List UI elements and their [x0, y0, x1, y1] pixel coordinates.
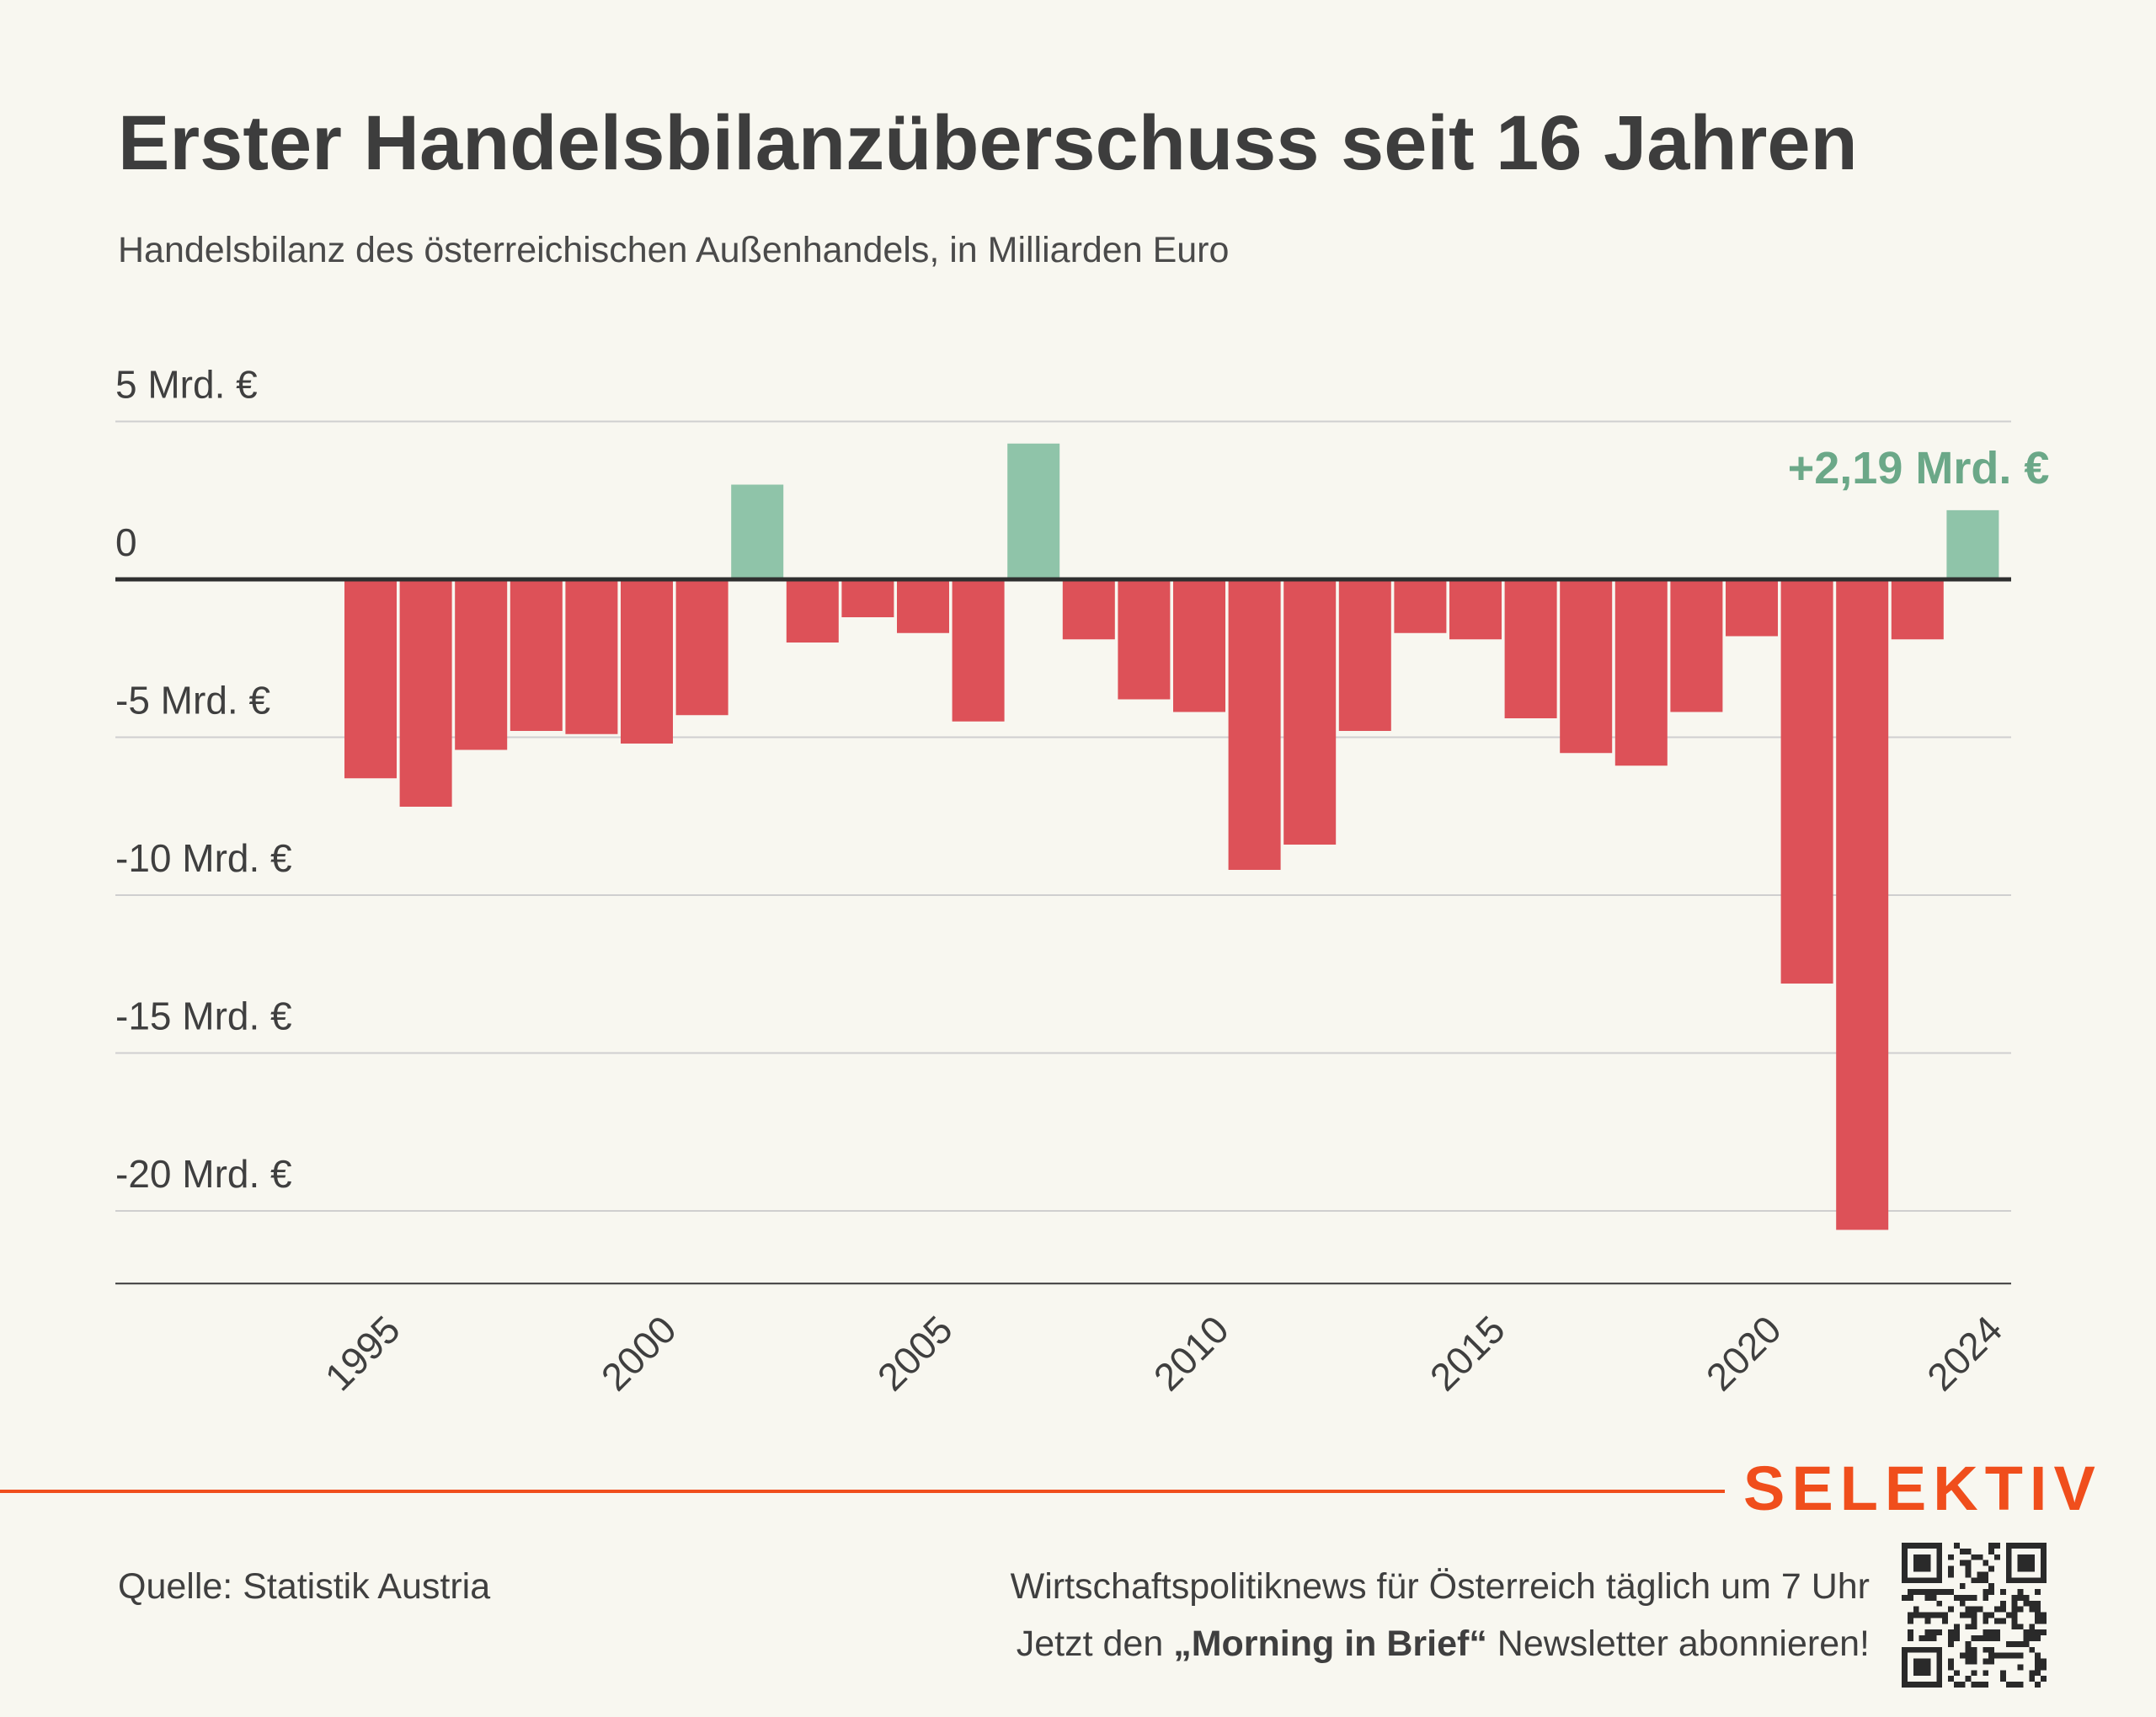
bar-2008	[1062, 579, 1115, 640]
bar-2017	[1560, 579, 1613, 754]
bar-2009	[1118, 579, 1171, 700]
qr-code-icon[interactable]	[1902, 1543, 2047, 1688]
bar-2005	[897, 579, 949, 633]
bar-2004	[841, 579, 894, 617]
y-tick-label: -10 Mrd. €	[115, 836, 292, 880]
x-tick-label: 2024	[1919, 1307, 2010, 1399]
x-tick-label: 2000	[593, 1307, 685, 1399]
bar-chart: 5 Mrd. € 0 -5 Mrd. € -10 Mrd. € -15 Mrd. € -2…	[115, 363, 2049, 1400]
x-tick-label: 2010	[1145, 1307, 1237, 1399]
bar-2024	[1946, 509, 1999, 579]
bar-1997	[455, 579, 508, 750]
bar-2018	[1614, 579, 1668, 766]
bar-2010	[1173, 579, 1225, 712]
source-note: Quelle: Statistik Austria	[118, 1566, 491, 1607]
bar-2022	[1836, 579, 1889, 1230]
promo-text-pre: Jetzt den	[1016, 1624, 1174, 1664]
x-tick-label: 1995	[317, 1307, 408, 1399]
promo-text-post: Newsletter abonnieren!	[1486, 1624, 1870, 1664]
brand-logo: SELEKTIV	[1743, 1453, 2102, 1523]
labels: 5 Mrd. € 0 -5 Mrd. € -10 Mrd. € -15 Mrd. € -2…	[115, 363, 2049, 1400]
bar-1998	[510, 579, 563, 731]
chart-subtitle: Handelsbilanz des österreichischen Außen…	[118, 230, 1230, 270]
bars	[344, 443, 1999, 1230]
y-tick-label: -20 Mrd. €	[115, 1152, 292, 1196]
bar-1996	[399, 579, 452, 807]
x-tick-label: 2015	[1422, 1307, 1513, 1399]
bar-2014	[1394, 579, 1447, 633]
x-tick-label: 2020	[1698, 1307, 1790, 1399]
bar-2007	[1007, 443, 1060, 579]
newsletter-name: „Morning in Brief“	[1173, 1624, 1487, 1664]
bar-2020	[1726, 579, 1778, 637]
bar-2012	[1283, 579, 1337, 845]
bar-2006	[952, 579, 1005, 722]
bar-2003	[786, 579, 839, 643]
bar-2015	[1449, 579, 1502, 640]
bar-2013	[1338, 579, 1391, 731]
bar-2021	[1780, 579, 1833, 984]
grid-lines	[115, 420, 2011, 1212]
annotation-label: +2,19 Mrd. €	[1788, 443, 2050, 493]
bar-1995	[344, 579, 397, 779]
y-tick-label: 0	[115, 520, 137, 564]
axes	[115, 577, 2011, 1285]
bar-1999	[565, 579, 618, 734]
bar-2002	[731, 484, 784, 579]
bar-2023	[1891, 579, 1944, 640]
bar-2000	[621, 579, 673, 744]
brand-divider-line	[0, 1490, 1725, 1493]
bar-2016	[1504, 579, 1557, 718]
y-tick-label: -15 Mrd. €	[115, 994, 292, 1038]
newsletter-promo-line-1: Wirtschaftspolitiknews für Österreich tä…	[1010, 1566, 1870, 1607]
bar-2011	[1228, 579, 1281, 870]
chart-title: Erster Handelsbilanzüberschuss seit 16 J…	[118, 100, 1858, 186]
bar-2001	[675, 579, 728, 716]
y-tick-label: -5 Mrd. €	[115, 679, 270, 723]
bar-2019	[1670, 579, 1723, 712]
y-tick-label: 5 Mrd. €	[115, 363, 258, 407]
x-tick-label: 2005	[869, 1307, 961, 1399]
newsletter-promo-line-2[interactable]: Jetzt den „Morning in Brief“ Newsletter …	[1017, 1624, 1870, 1665]
